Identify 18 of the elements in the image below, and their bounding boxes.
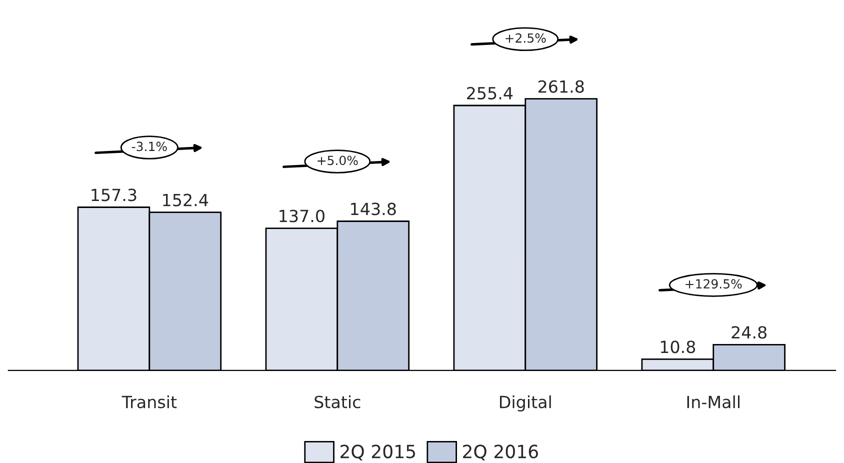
data-label: 255.4 [467, 86, 513, 100]
x-tick-label: Static [314, 395, 360, 408]
data-label: 157.3 [92, 188, 136, 202]
data-label: 152.4 [163, 194, 208, 206]
legend-label: 2Q 2016 [463, 444, 538, 460]
data-label: 24.8 [732, 326, 767, 339]
x-tick-label: In-Mall [687, 395, 740, 408]
x-tick-label: Digital [500, 395, 551, 412]
annotation: -3.1% [132, 142, 167, 152]
legend-label: 2Q 2015 [340, 444, 416, 460]
data-label: 261.8 [538, 80, 584, 93]
text: +2.5% [506, 33, 546, 43]
annotation: +129.5% [686, 279, 742, 289]
data-label: 137.0 [280, 210, 324, 222]
annotation: +5.0% [318, 156, 358, 166]
data-label: 143.8 [351, 202, 396, 216]
x-tick-label: Transit [122, 395, 177, 408]
data-label: 10.8 [660, 340, 696, 354]
